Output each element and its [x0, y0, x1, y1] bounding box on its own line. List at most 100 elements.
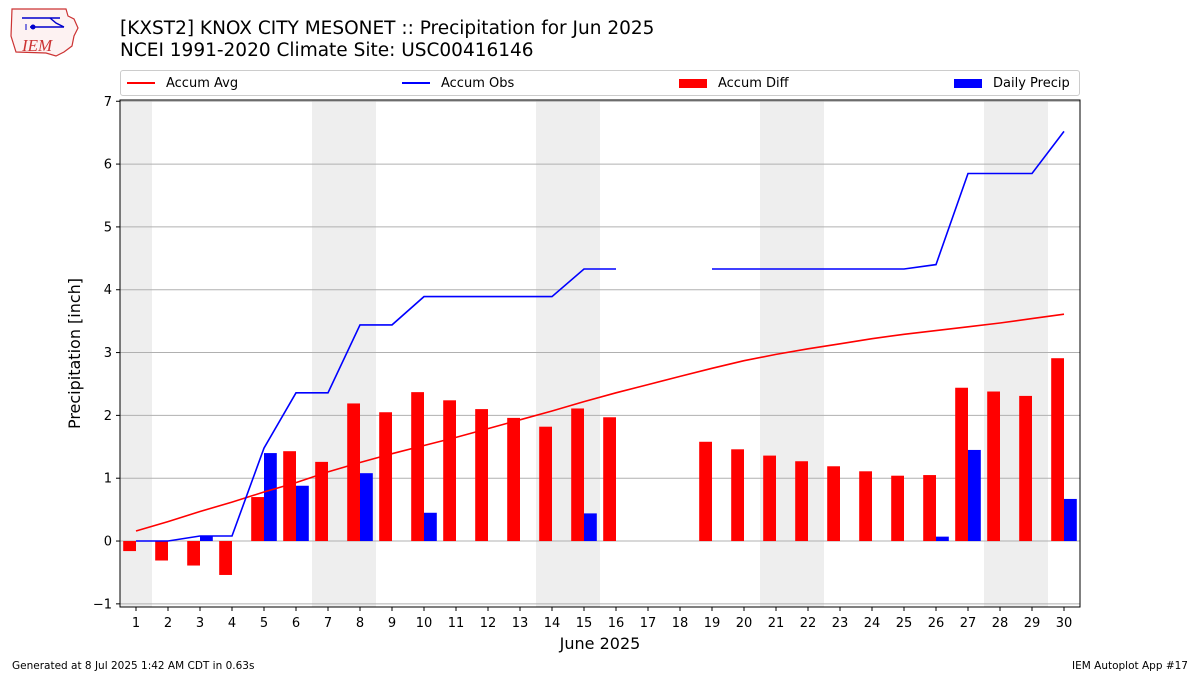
y-axis-label: Precipitation [inch] [65, 278, 84, 429]
daily-precip-bar [584, 513, 597, 542]
y-tick-label: 1 [104, 472, 112, 487]
legend-label-accum-diff: Accum Diff [718, 75, 789, 91]
daily-precip-bar [200, 536, 213, 542]
accum-diff-bar [699, 441, 712, 542]
app-footnote: IEM Autoplot App #17 [1072, 660, 1188, 672]
legend-swatch-accum-obs [402, 82, 430, 84]
x-axis-label: June 2025 [559, 634, 641, 653]
daily-precip-bar [936, 536, 949, 542]
accum-diff-bar [219, 541, 232, 575]
x-tick-label: 17 [640, 616, 657, 631]
daily-precip-bar [296, 485, 309, 542]
x-tick-label: 7 [324, 616, 332, 631]
iem-logo: IEM [10, 8, 79, 57]
chart-title: [KXST2] KNOX CITY MESONET :: Precipitati… [120, 18, 655, 39]
accum-diff-bar [123, 541, 136, 552]
y-tick-label: −1 [93, 597, 112, 612]
legend-item-accum-diff: Accum Diff [679, 71, 789, 95]
accum-diff-bar [251, 497, 264, 542]
accum-diff-bar [187, 541, 200, 566]
accum-diff-bar [283, 451, 296, 542]
x-tick-label: 28 [992, 616, 1009, 631]
x-tick-label: 19 [704, 616, 721, 631]
accum-diff-bar [891, 475, 904, 542]
accum-diff-bar [507, 417, 520, 542]
x-tick-label: 10 [416, 616, 433, 631]
accum-diff-bar [539, 426, 552, 542]
x-tick-label: 26 [928, 616, 945, 631]
x-tick-label: 21 [768, 616, 785, 631]
accum-diff-bar [923, 475, 936, 542]
y-tick-label: 0 [104, 535, 112, 550]
accum-diff-bar [603, 417, 616, 542]
accum-avg-line [135, 313, 1065, 532]
weekend-band-1 [120, 100, 152, 607]
x-tick-label: 13 [512, 616, 529, 631]
accum-diff-bar [443, 400, 456, 542]
x-tick-label: 27 [960, 616, 977, 631]
x-tick-label: 14 [544, 616, 561, 631]
daily-precip-bar [264, 453, 277, 542]
x-tick-label: 6 [292, 616, 300, 631]
y-tick-label: 3 [104, 346, 112, 361]
daily-precip-bar [424, 512, 437, 542]
x-tick-label: 9 [388, 616, 396, 631]
accum-diff-bar [411, 392, 424, 542]
accum-diff-bar [763, 455, 776, 542]
x-tick-label: 16 [608, 616, 625, 631]
x-tick-label: 11 [448, 616, 465, 631]
daily-precip-bar [360, 473, 373, 542]
x-tick-label: 25 [896, 616, 913, 631]
x-tick-label: 1 [132, 616, 140, 631]
accum-diff-bar [955, 387, 968, 542]
x-tick-label: 24 [864, 616, 881, 631]
legend-label-daily-precip: Daily Precip [993, 75, 1070, 91]
y-tick-label: 6 [104, 158, 112, 173]
y-tick-label: 2 [104, 409, 112, 424]
x-tick-label: 30 [1056, 616, 1073, 631]
accum-diff-bar [1019, 395, 1032, 542]
legend-swatch-accum-diff [679, 78, 707, 88]
x-tick-label: 4 [228, 616, 236, 631]
logo-text: IEM [21, 36, 53, 55]
x-tick-label: 3 [196, 616, 204, 631]
accum-diff-bar [155, 541, 168, 561]
daily-precip-bar [968, 449, 981, 542]
x-tick-label: 8 [356, 616, 364, 631]
y-tick-label: 4 [104, 283, 112, 298]
legend-label-accum-avg: Accum Avg [166, 75, 239, 91]
legend-item-accum-obs: Accum Obs [402, 71, 514, 95]
legend-swatch-accum-avg [127, 82, 155, 84]
legend-swatch-daily-precip [954, 78, 982, 88]
chart-legend: Accum Avg Accum Obs Accum Diff Daily Pre… [120, 70, 1080, 96]
x-tick-label: 23 [832, 616, 849, 631]
x-tick-label: 18 [672, 616, 689, 631]
accum-diff-bar [795, 461, 808, 542]
daily-precip-bar [1064, 498, 1077, 542]
legend-item-daily-precip: Daily Precip [954, 71, 1070, 95]
x-tick-label: 2 [164, 616, 172, 631]
legend-item-accum-avg: Accum Avg [127, 71, 238, 95]
accum-diff-bar [379, 412, 392, 542]
plot-frame [119, 99, 1081, 608]
accum-obs-line [712, 130, 1065, 270]
y-tick-label: 7 [104, 95, 112, 110]
accum-diff-bar [475, 409, 488, 542]
accum-diff-bar [347, 403, 360, 542]
x-tick-label: 5 [260, 616, 268, 631]
generated-footnote: Generated at 8 Jul 2025 1:42 AM CDT in 0… [12, 660, 255, 672]
x-tick-label: 22 [800, 616, 817, 631]
accum-diff-bar [987, 391, 1000, 542]
accum-diff-bar [1051, 358, 1064, 542]
x-tick-label: 12 [480, 616, 497, 631]
accum-diff-bar [571, 408, 584, 542]
accum-obs-line [136, 268, 616, 542]
accum-diff-bar [859, 471, 872, 542]
accum-diff-bar [315, 461, 328, 542]
chart-subtitle: NCEI 1991-2020 Climate Site: USC00416146 [120, 40, 534, 61]
x-tick-label: 20 [736, 616, 753, 631]
accum-diff-bar [731, 449, 744, 542]
accum-diff-bar [827, 466, 840, 542]
y-tick-label: 5 [104, 220, 112, 235]
